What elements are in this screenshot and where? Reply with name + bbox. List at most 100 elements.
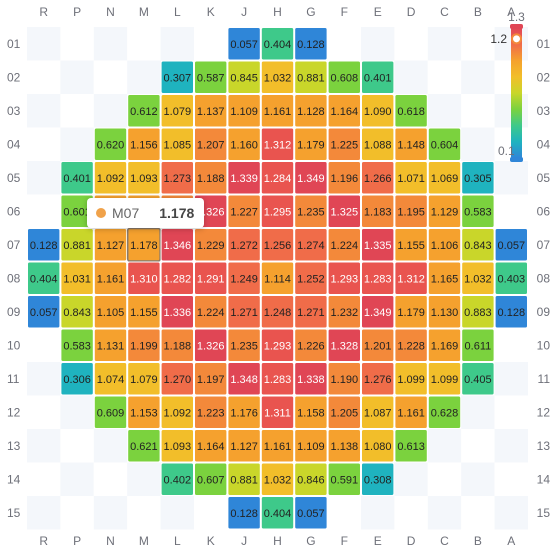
heatmap-cell [294, 194, 328, 228]
heatmap-cell [461, 161, 495, 195]
x-axis-bottom-label: M [139, 534, 149, 548]
cell-value-label: 1.228 [397, 340, 425, 352]
y-axis-left-label: 08 [7, 271, 21, 285]
empty-cell [60, 395, 94, 429]
cell-value-label: 1.137 [197, 106, 225, 118]
heatmap-cell [427, 362, 462, 396]
cell-value-label: 1.127 [97, 240, 125, 252]
cell-value-label: 0.401 [364, 72, 392, 84]
empty-cell [494, 161, 528, 195]
heatmap-cell [427, 127, 462, 161]
empty-cell [93, 60, 128, 94]
cell-value-label: 0.883 [464, 307, 492, 319]
heatmap-cell [327, 161, 362, 195]
empty-cell [461, 496, 495, 530]
cell-value-label: 1.199 [130, 340, 158, 352]
y-axis-right-label: 05 [537, 171, 551, 185]
cell-value-label: 1.069 [431, 173, 459, 185]
cell-value-label: 0.843 [464, 240, 492, 252]
cell-value-label: 0.404 [264, 508, 292, 520]
heatmap-cell [194, 261, 228, 295]
heatmap-cell [427, 161, 462, 195]
heatmap-cell [260, 261, 295, 295]
empty-cell [160, 27, 194, 61]
cell-value-label: 1.131 [97, 340, 125, 352]
x-axis-bottom-label: R [39, 534, 48, 548]
heatmap-cell [427, 228, 462, 262]
y-axis-left-label: 06 [7, 204, 21, 218]
heatmap-cell [294, 462, 328, 496]
cell-value-label: 1.155 [397, 240, 425, 252]
heatmap-cell [227, 496, 261, 530]
heatmap-cell [260, 94, 295, 128]
x-axis-bottom-label: K [207, 534, 215, 548]
cell-value-label: 0.587 [197, 72, 225, 84]
cell-value-label: 1.348 [230, 374, 258, 386]
heatmap-cell [294, 27, 328, 61]
empty-cell [60, 94, 94, 128]
empty-cell [127, 496, 161, 530]
cell-value-label: 0.601 [63, 206, 91, 218]
cell-value-label: 1.338 [297, 374, 325, 386]
cell-value-label: 1.339 [230, 173, 258, 185]
cell-value-label: 1.188 [197, 173, 225, 185]
y-axis-right-label: 02 [537, 70, 551, 84]
empty-cell [60, 429, 94, 463]
cell-value-label: 1.271 [297, 307, 325, 319]
heatmap-cell [127, 362, 161, 396]
cell-value-label: 1.325 [331, 206, 359, 218]
empty-cell [361, 496, 395, 530]
heatmap-cell [227, 27, 261, 61]
cell-value-label: 1.235 [230, 340, 258, 352]
heatmap-cell [427, 261, 462, 295]
cell-value-label: 1.225 [331, 139, 359, 151]
heatmap-cell [260, 228, 295, 262]
tooltip-label: M07 [112, 205, 140, 221]
heatmap-cell [93, 328, 128, 362]
visual-map-max-label: 1.3 [508, 10, 525, 24]
empty-cell [461, 27, 495, 61]
y-axis-right-label: 06 [537, 204, 551, 218]
heatmap-cell [60, 295, 94, 329]
cell-value-label: 1.310 [130, 273, 158, 285]
heatmap-cell [227, 94, 261, 128]
empty-cell [160, 496, 194, 530]
cell-value-label: 1.080 [364, 441, 392, 453]
y-axis-right-label: 14 [537, 472, 551, 486]
cell-value-label: 1.109 [230, 106, 258, 118]
heatmap-cell [194, 295, 228, 329]
cell-value-label: 1.085 [164, 139, 192, 151]
empty-cell [127, 27, 161, 61]
cell-value-label: 0.604 [431, 139, 459, 151]
empty-cell [27, 60, 61, 94]
heatmap-cell [361, 295, 395, 329]
heatmap-cell [260, 194, 295, 228]
cell-value-label: 0.405 [464, 374, 492, 386]
cell-value-label: 1.235 [297, 206, 325, 218]
cell-value-label: 1.224 [197, 307, 225, 319]
cell-value-label: 0.591 [331, 474, 359, 486]
heatmap-cell [127, 161, 161, 195]
empty-cell [93, 429, 128, 463]
heatmap-cell [194, 362, 228, 396]
heatmap-cell [227, 261, 261, 295]
heatmap-cell [327, 295, 362, 329]
cell-value-label: 1.223 [197, 407, 225, 419]
heatmap-cell [394, 161, 428, 195]
y-axis-left-label: 01 [7, 37, 21, 51]
heatmap-cell [361, 395, 395, 429]
cell-value-label: 0.305 [464, 173, 492, 185]
heatmap-cell [361, 328, 395, 362]
cell-value-label: 1.155 [130, 307, 158, 319]
cell-value-label: 1.224 [331, 240, 359, 252]
heatmap-cell [60, 228, 94, 262]
heatmap-cell [294, 328, 328, 362]
cell-value-label: 0.128 [230, 508, 258, 520]
cell-value-label: 1.195 [397, 206, 425, 218]
heatmap-cell [361, 462, 395, 496]
heatmap-cell [394, 94, 428, 128]
cell-value-label: 1.109 [297, 441, 325, 453]
y-axis-right-label: 09 [537, 305, 551, 319]
cell-value-label: 0.881 [297, 72, 325, 84]
heatmap-cell [294, 161, 328, 195]
